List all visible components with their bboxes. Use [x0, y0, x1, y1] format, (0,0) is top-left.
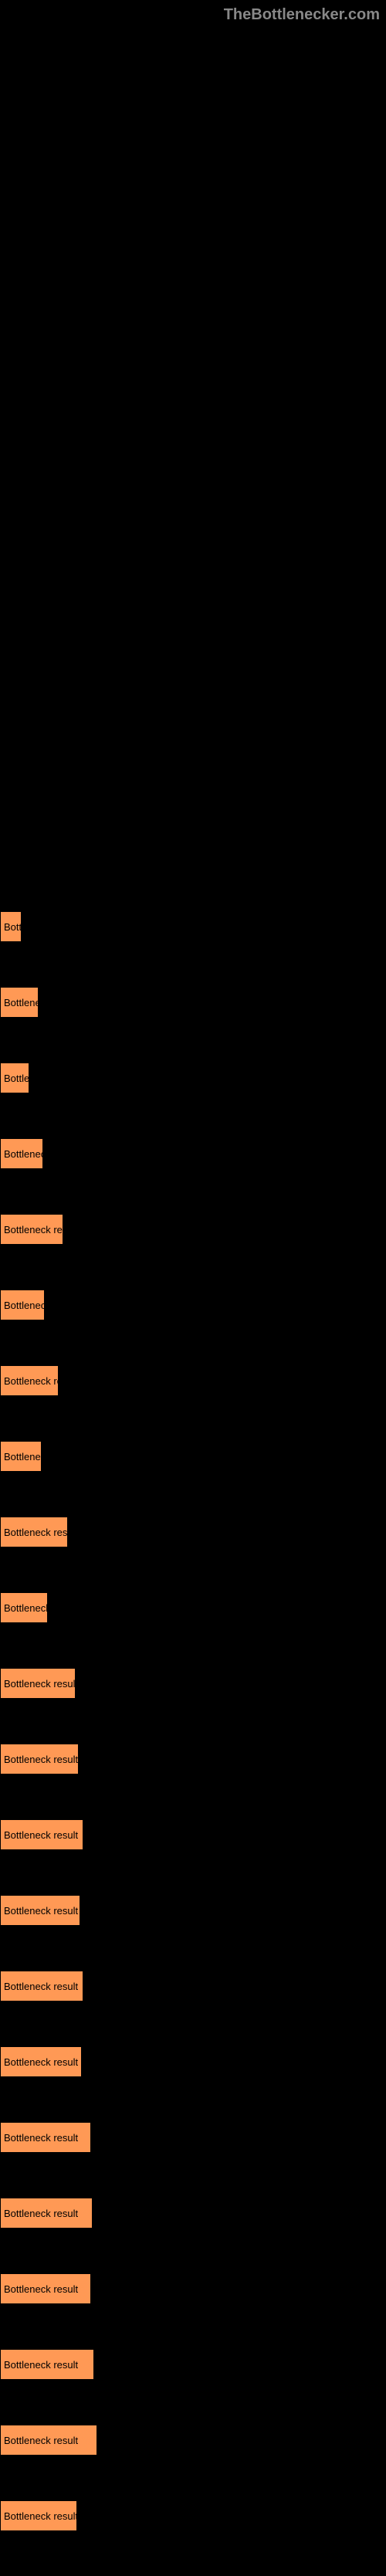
bar-row: Bottleneck re [0, 1365, 386, 1396]
bar: Bottleneck resu [0, 1517, 68, 1547]
bar: Bottleneck [0, 1290, 45, 1320]
bar-row: Bottleneck result [0, 2122, 386, 2153]
bar: Bottleneck res [0, 1214, 63, 1245]
bar: Bottleneck result [0, 1668, 76, 1699]
bar: Bottleneck result [0, 2349, 94, 2380]
bar-row: Bottleneck o [0, 1592, 386, 1623]
bar-row: Bottler [0, 1063, 386, 1093]
bar-row: Bottleneck result [0, 2425, 386, 2456]
bar-row: Bottleneck result [0, 1744, 386, 1774]
bar-row: Bottleneck result [0, 2198, 386, 2229]
bar: Bottleneck result [0, 1971, 83, 2001]
bar: Bottleneck result [0, 2500, 77, 2531]
bar-row: Bottleneck result [0, 1971, 386, 2001]
watermark-text: TheBottlenecker.com [224, 6, 380, 24]
bar-row: Bottl [0, 911, 386, 942]
bar-row: Bottleneck resu [0, 1517, 386, 1547]
bar: Bottleneck result [0, 2122, 91, 2153]
bar-row: Bottleneck [0, 1138, 386, 1169]
bar-row: Bottleneck result [0, 1668, 386, 1699]
bar-row: Bottleneck result [0, 1819, 386, 1850]
bar: Bottleneck result [0, 2425, 97, 2456]
bar: Bottleneck [0, 1138, 43, 1169]
bar-row: Bottleneck res [0, 1214, 386, 1245]
bar: Bottleneck o [0, 1592, 48, 1623]
bar-row: Bottleneck result [0, 2046, 386, 2077]
bar-row: Bottleneck [0, 1290, 386, 1320]
bar: Bottler [0, 1063, 29, 1093]
bar: Bottleneck result [0, 2198, 93, 2229]
bar-row: Bottlenec [0, 987, 386, 1018]
bar: Bottl [0, 911, 22, 942]
bar: Bottleneck result [0, 2046, 82, 2077]
bar-row: Bottlenec [0, 1441, 386, 1472]
bar-row: Bottleneck result [0, 2349, 386, 2380]
bar: Bottleneck result [0, 1895, 80, 1926]
bar: Bottleneck re [0, 1365, 59, 1396]
bar: Bottlenec [0, 987, 39, 1018]
bar-chart: Bottl Bottlenec Bottler Bottleneck Bottlenec… [0, 0, 386, 2531]
bar: Bottlenec [0, 1441, 42, 1472]
bar-row: Bottleneck result [0, 2500, 386, 2531]
bar: Bottleneck result [0, 1819, 83, 1850]
bar: Bottleneck result [0, 2273, 91, 2304]
bar-row: Bottleneck result [0, 2273, 386, 2304]
bar-row: Bottleneck result [0, 1895, 386, 1926]
bar: Bottleneck result [0, 1744, 79, 1774]
